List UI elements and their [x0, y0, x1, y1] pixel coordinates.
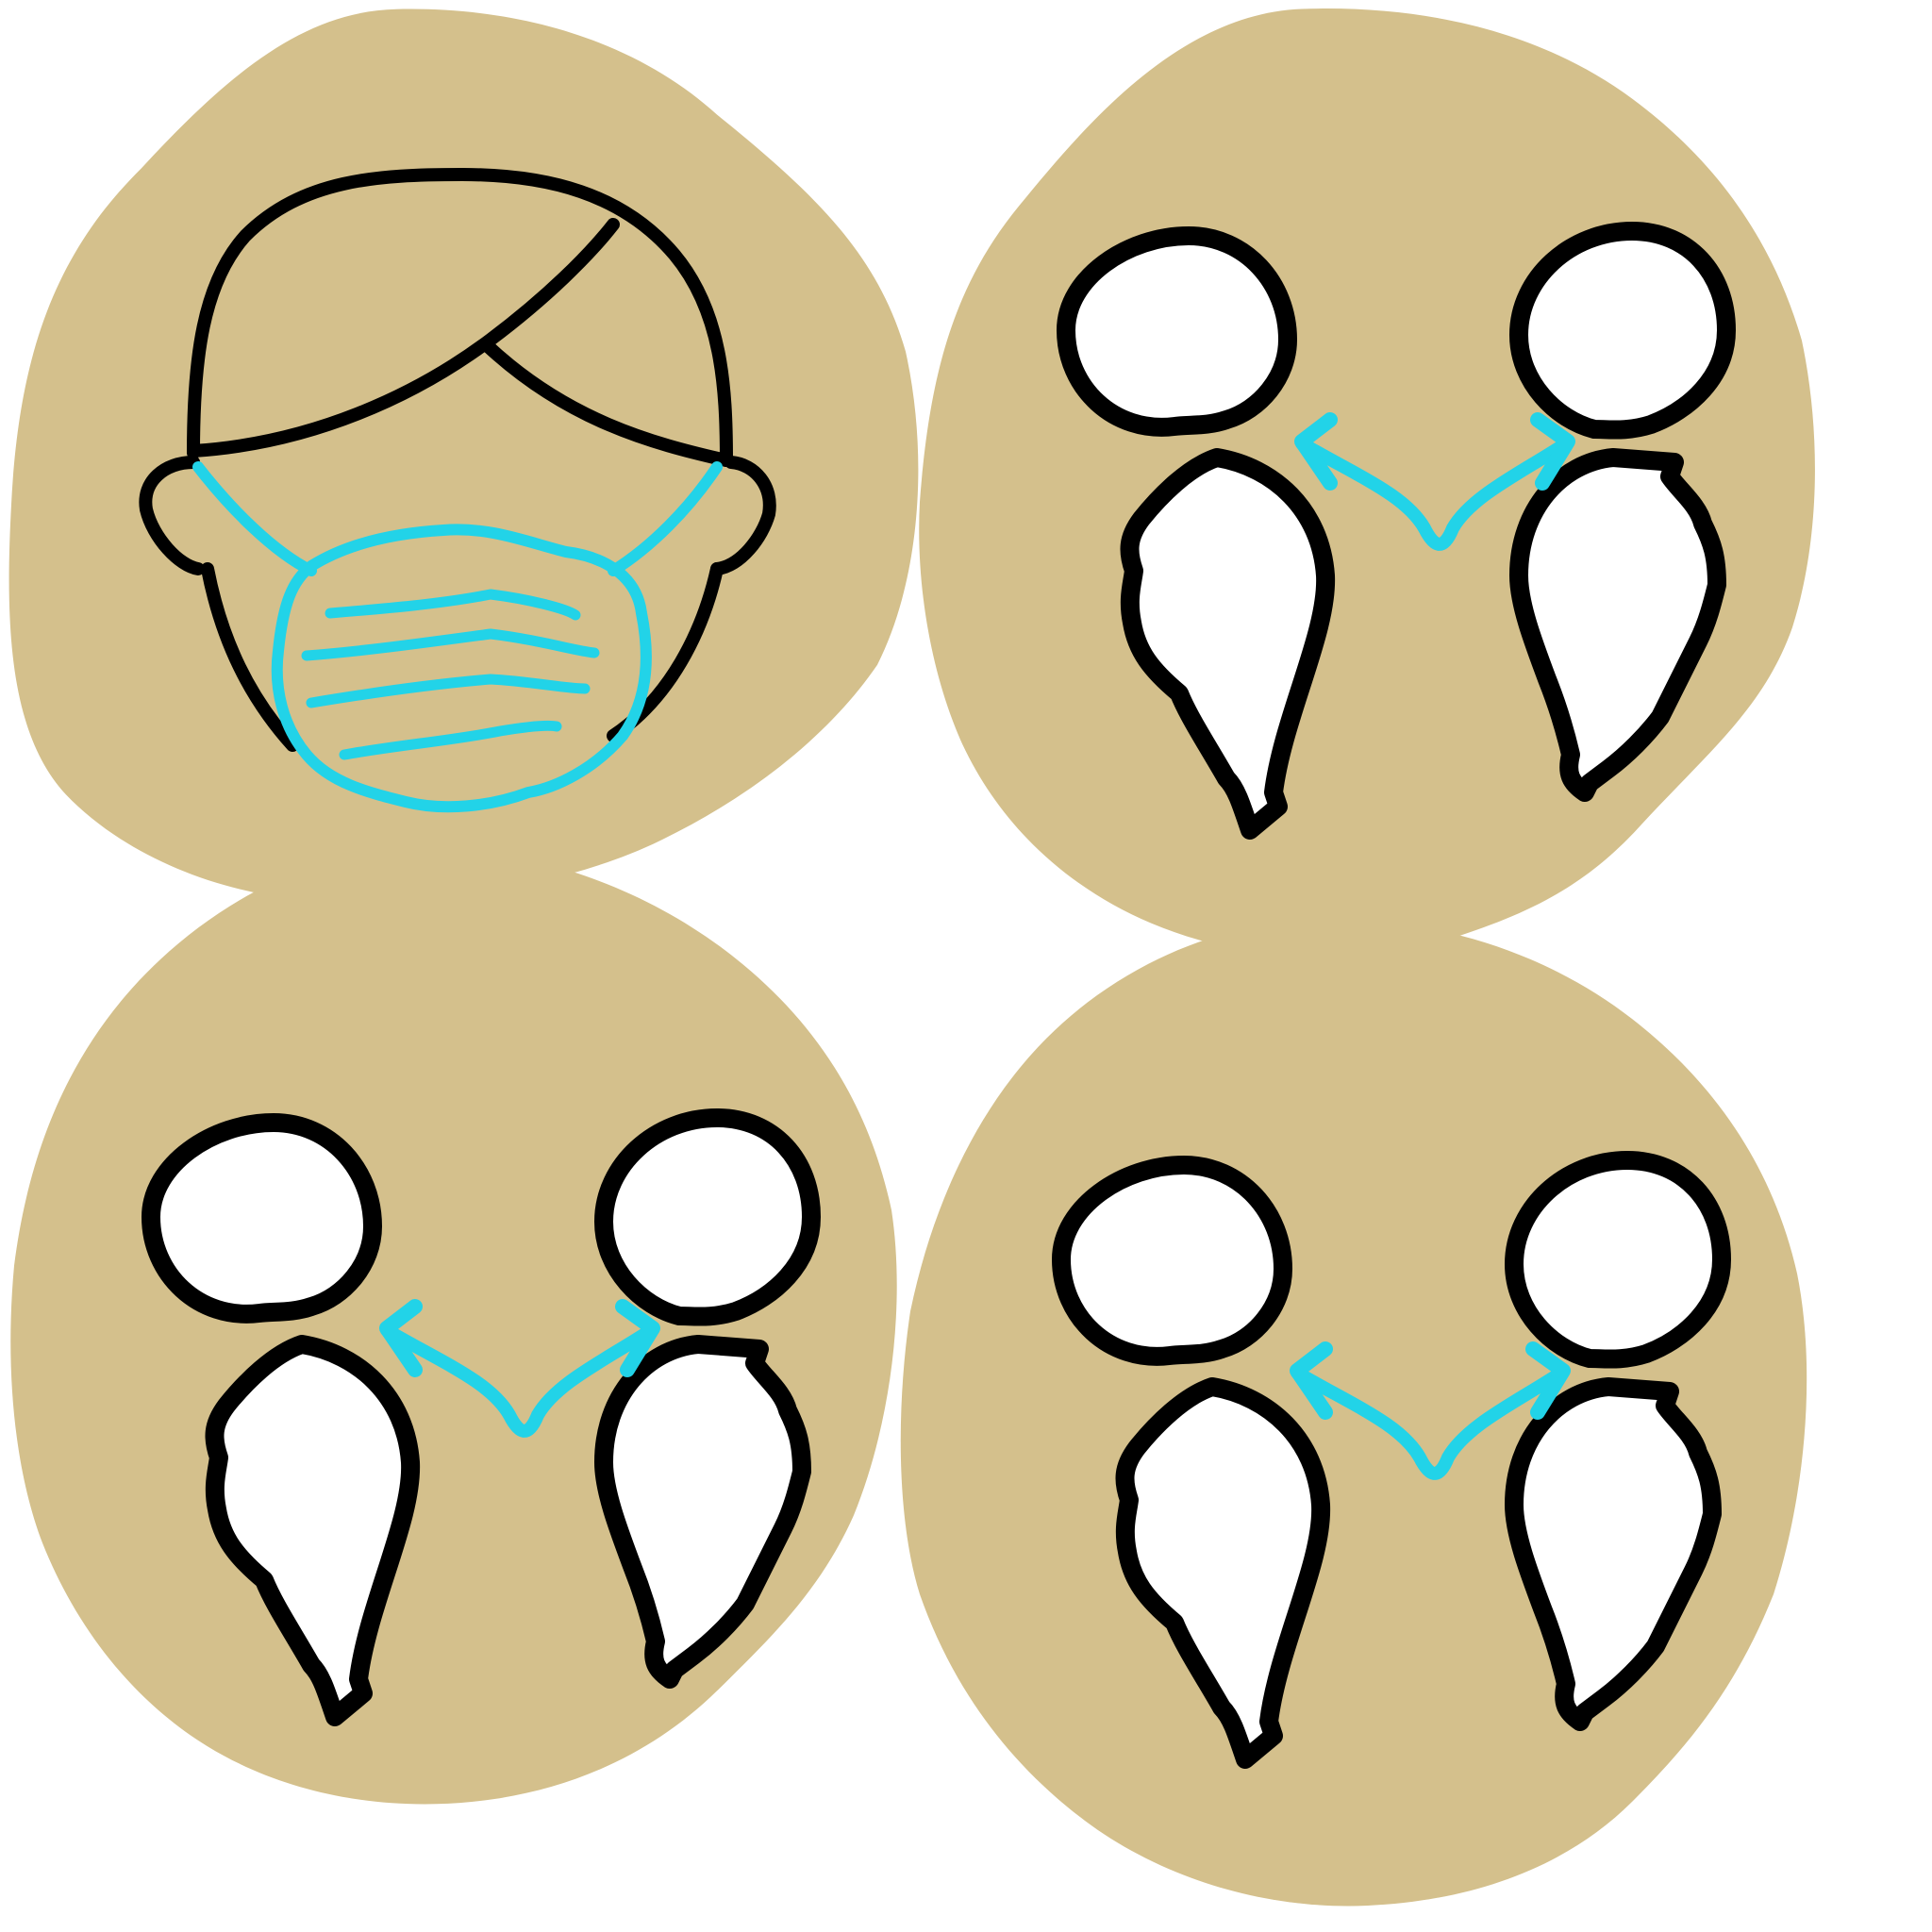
distance-sticker-1 [919, 8, 1815, 958]
face-mask-sticker [8, 8, 919, 903]
distance-sticker-2 [10, 847, 897, 1805]
sticker-background [8, 8, 919, 903]
distance-sticker-3 [900, 919, 1807, 1907]
face-mask-icon [139, 168, 776, 813]
sticker-background [10, 847, 897, 1805]
